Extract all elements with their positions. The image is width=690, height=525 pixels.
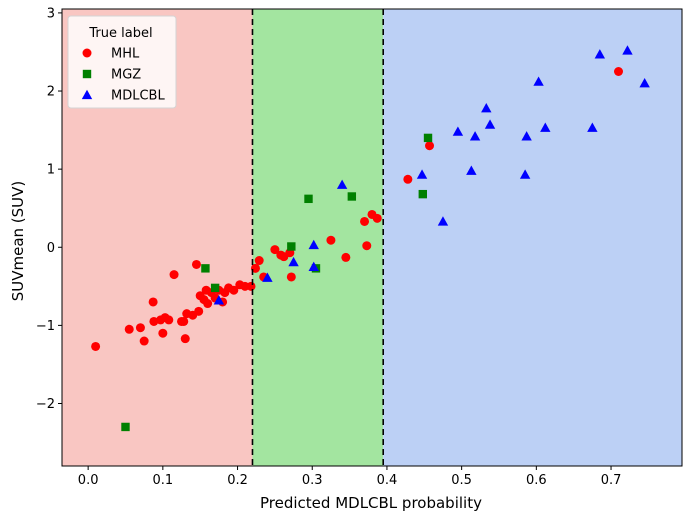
data-points — [91, 45, 650, 432]
point-mhl-46 — [403, 174, 413, 184]
x-axis-ticks: 0.0 0.1 0.2 0.3 0.4 0.5 0.6 0.7 — [78, 466, 622, 488]
point-mgz-6 — [347, 192, 357, 201]
point-mdlcbl-13 — [519, 169, 531, 179]
legend-marker-mdlcbl — [81, 89, 93, 100]
point-mgz-2 — [210, 283, 220, 293]
point-mdlcbl-19 — [622, 45, 633, 55]
point-mgz-8 — [423, 133, 433, 143]
region-2 — [383, 9, 682, 466]
y-tick-label: 2 — [47, 85, 55, 100]
legend-entries: MHL MGZ MDLCBL — [81, 47, 165, 104]
point-mgz-4 — [304, 194, 313, 204]
legend-marker-mgz — [82, 69, 92, 79]
point-mdlcbl-10 — [469, 131, 481, 141]
point-mhl-40 — [326, 235, 336, 245]
point-mdlcbl-18 — [594, 49, 606, 59]
x-tick-label: 0.4 — [377, 473, 398, 488]
point-mgz-3 — [287, 242, 296, 251]
y-tick-label: 3 — [47, 6, 55, 21]
point-mhl-2 — [135, 323, 145, 333]
y-tick-label: −2 — [36, 397, 55, 412]
y-tick-label: −1 — [36, 319, 55, 334]
point-mdlcbl-2 — [288, 256, 299, 267]
legend-marker-mhl — [82, 48, 92, 58]
point-mgz-1 — [201, 264, 210, 273]
x-axis-title: Predicted MDLCBL probability — [260, 494, 482, 512]
point-mhl-16 — [191, 259, 201, 269]
x-tick-label: 0.0 — [78, 473, 99, 488]
legend: True label MHL MGZ MDLCBL — [67, 15, 177, 109]
point-mhl-9 — [164, 315, 174, 325]
point-mdlcbl-9 — [466, 165, 477, 175]
threshold-lines — [251, 9, 385, 466]
point-mhl-48 — [614, 66, 624, 76]
point-mdlcbl-17 — [587, 122, 598, 132]
point-mdlcbl-20 — [639, 78, 650, 88]
y-tick-label: 0 — [47, 241, 55, 256]
legend-label-mgz: MGZ — [111, 68, 141, 83]
point-mdlcbl-3 — [308, 239, 319, 250]
point-mgz-0 — [121, 422, 130, 432]
point-mdlcbl-14 — [521, 131, 532, 141]
point-mdlcbl-7 — [437, 216, 449, 226]
point-mdlcbl-8 — [452, 126, 464, 136]
point-mdlcbl-6 — [416, 169, 428, 179]
y-axis-ticks: −2 −1 0 1 2 3 — [36, 6, 62, 412]
point-mhl-39 — [286, 272, 296, 282]
point-mhl-42 — [360, 216, 370, 226]
point-mhl-7 — [158, 328, 168, 338]
point-mhl-17 — [194, 306, 204, 316]
x-tick-label: 0.2 — [227, 473, 248, 488]
point-mdlcbl-4 — [308, 261, 319, 271]
legend-title: True label — [88, 26, 152, 41]
point-mhl-1 — [124, 324, 134, 334]
point-mhl-3 — [139, 336, 149, 346]
point-mhl-21 — [203, 299, 213, 309]
point-mhl-33 — [254, 256, 264, 266]
y-tick-label: 1 — [47, 163, 55, 178]
point-mgz-7 — [418, 189, 427, 199]
point-mdlcbl-1 — [262, 272, 273, 282]
point-mhl-47 — [425, 141, 435, 151]
region-1 — [252, 9, 384, 466]
y-axis-title: SUVmean (SUV) — [9, 181, 27, 302]
plot-frame — [61, 8, 683, 467]
legend-label-mdlcbl: MDLCBL — [111, 89, 165, 104]
point-mdlcbl-5 — [336, 179, 348, 189]
point-mdlcbl-15 — [533, 76, 544, 86]
point-mhl-4 — [148, 297, 158, 307]
point-mdlcbl-0 — [213, 295, 225, 305]
x-tick-label: 0.7 — [601, 473, 622, 488]
legend-box — [67, 15, 177, 109]
point-mhl-5 — [149, 316, 159, 326]
point-mhl-41 — [341, 252, 351, 262]
point-mhl-13 — [180, 334, 190, 344]
point-mhl-35 — [270, 245, 280, 255]
x-tick-label: 0.5 — [451, 473, 472, 488]
point-mhl-0 — [91, 341, 101, 351]
point-mhl-31 — [246, 281, 256, 291]
x-tick-label: 0.1 — [152, 473, 173, 488]
point-mdlcbl-11 — [481, 103, 492, 113]
point-mdlcbl-16 — [540, 122, 551, 132]
point-mhl-10 — [169, 270, 179, 280]
x-tick-label: 0.6 — [526, 473, 547, 488]
x-tick-label: 0.3 — [302, 473, 323, 488]
point-mhl-43 — [362, 241, 372, 251]
point-mhl-12 — [179, 316, 189, 326]
point-mdlcbl-12 — [484, 119, 496, 129]
point-mhl-28 — [229, 285, 239, 295]
point-mhl-45 — [372, 213, 382, 223]
legend-label-mhl: MHL — [111, 47, 140, 62]
